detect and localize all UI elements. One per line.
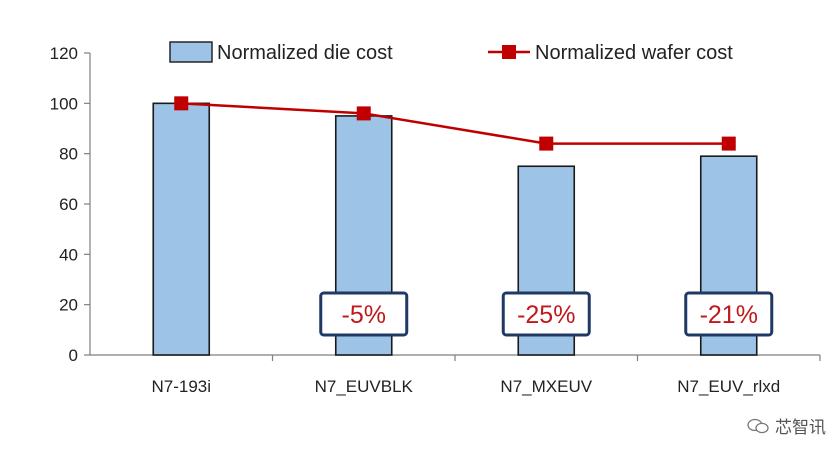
callout-label: -25% [517,301,575,329]
callout-box [319,291,409,337]
watermark: 芯智讯 [747,413,826,438]
wechat-icon [747,418,769,433]
legend-swatch-die-cost [169,41,213,63]
callout-label: -5% [342,301,386,329]
line-marker [356,106,371,121]
x-tick-label: N7-193i [151,377,211,396]
y-tick-label: 100 [50,94,78,113]
y-tick-label: 0 [69,346,78,365]
chart-axes: 0 20 40 60 80 100 120 N7-193i N7_EUVBLK N7_MXEUV N… [50,44,821,396]
callout-label: -21% [700,301,758,329]
x-tick-label: N7_EUV_rlxd [677,377,780,396]
callout-box [501,291,591,337]
line-path [181,102,729,145]
bar [152,102,211,356]
y-tick-label: 80 [59,145,78,164]
y-tick-label: 120 [50,44,78,63]
y-tick-label: 20 [59,296,78,315]
x-tick-label: N7_MXEUV [500,377,592,396]
legend-label-wafer-cost: Normalized wafer cost [535,42,733,64]
y-tick-label: 40 [59,245,78,264]
bar-series [152,102,758,356]
line-marker [721,136,736,151]
legend-marker-wafer-cost [502,45,516,59]
callouts: -5% -25% -21% [319,291,774,337]
legend-label-die-cost: Normalized die cost [217,42,393,64]
line-marker [539,136,554,151]
x-tick-label: N7_EUVBLK [315,377,414,396]
legend: Normalized die cost Normalized wafer cost [169,41,733,64]
watermark-text: 芯智讯 [775,418,826,438]
callout-box [684,291,774,337]
line-series [174,96,736,151]
line-marker [174,96,189,111]
y-tick-label: 60 [59,195,78,214]
